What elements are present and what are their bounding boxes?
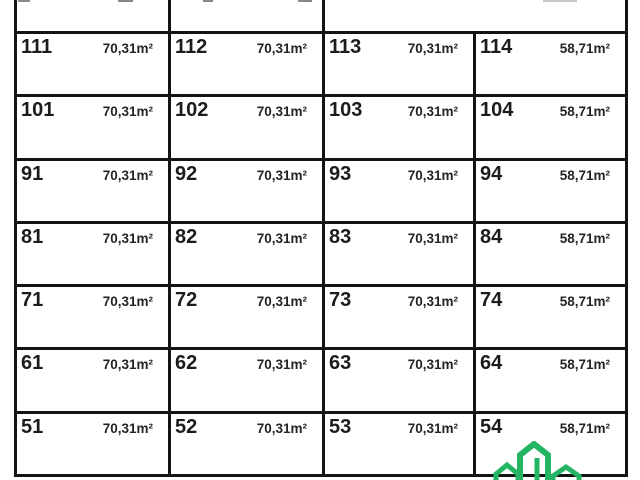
- unit-number: 74: [480, 289, 503, 312]
- unit-area: 58,71m²: [559, 104, 610, 120]
- unit-number: 81: [21, 225, 44, 248]
- unit-area: 70,31m²: [407, 167, 458, 183]
- unit-number: 63: [329, 352, 352, 375]
- unit-number: 111: [21, 36, 53, 58]
- unit-area: 70,31m²: [102, 230, 153, 246]
- text-remnant: [543, 0, 577, 2]
- unit-number: 73: [329, 289, 352, 312]
- unit-number: 92: [175, 162, 198, 185]
- unit-area: 70,31m²: [407, 104, 458, 120]
- unit-cell: 63 70,31m²: [325, 350, 473, 411]
- text-remnant: [203, 0, 213, 2]
- unit-number: 93: [329, 162, 352, 185]
- unit-area: 70,31m²: [102, 104, 153, 120]
- unit-number: 104: [480, 99, 514, 122]
- unit-number: 113: [329, 36, 362, 58]
- unit-cell: 84 58,71m²: [476, 223, 625, 285]
- unit-area: 70,31m²: [407, 357, 458, 373]
- text-remnant: [118, 0, 133, 2]
- unit-number: 84: [480, 225, 503, 248]
- unit-area: 70,31m²: [256, 294, 307, 310]
- unit-number: 71: [21, 289, 44, 312]
- unit-area: 70,31m²: [102, 41, 153, 56]
- unit-number: 61: [21, 352, 44, 375]
- unit-number: 51: [21, 415, 44, 438]
- unit-cell: 113 70,31m²: [325, 34, 473, 95]
- unit-cell: 51 70,31m²: [17, 413, 168, 474]
- unit-area: 70,31m²: [407, 230, 458, 246]
- unit-area: 70,31m²: [256, 230, 307, 246]
- unit-number: 101: [21, 99, 55, 122]
- unit-number: 91: [21, 162, 44, 185]
- unit-number: 114: [480, 36, 513, 58]
- unit-area: 70,31m²: [102, 294, 153, 310]
- unit-number: 62: [175, 352, 198, 375]
- unit-cell: 114 58,71m²: [476, 34, 625, 95]
- unit-number: 72: [175, 289, 198, 312]
- unit-cell: 83 70,31m²: [325, 223, 473, 285]
- unit-cell: 103 70,31m²: [325, 97, 473, 158]
- unit-area: 70,31m²: [256, 41, 307, 56]
- unit-cell: 101 70,31m²: [17, 97, 168, 158]
- unit-area: 70,31m²: [256, 104, 307, 120]
- unit-number: 83: [329, 225, 352, 248]
- unit-number: 52: [175, 415, 198, 438]
- unit-area: 58,71m²: [559, 230, 610, 246]
- text-remnant: [298, 0, 312, 2]
- unit-area: 70,31m²: [407, 41, 458, 56]
- unit-cell: 61 70,31m²: [17, 350, 168, 411]
- unit-cell: 64 58,71m²: [476, 350, 625, 411]
- unit-number: 94: [480, 162, 503, 185]
- unit-area: 70,31m²: [102, 357, 153, 373]
- unit-cell: 104 58,71m²: [476, 97, 625, 158]
- unit-number: 103: [329, 99, 363, 122]
- unit-cell: 82 70,31m²: [171, 223, 322, 285]
- unit-area: 70,31m²: [407, 420, 458, 436]
- unit-cell: 93 70,31m²: [325, 160, 473, 221]
- text-remnant: [18, 0, 30, 2]
- unit-number: 54: [480, 415, 503, 438]
- green-houses-logo: [493, 441, 582, 480]
- partial-cell: [17, 0, 168, 31]
- unit-number: 64: [480, 352, 503, 375]
- unit-number: 82: [175, 225, 198, 248]
- unit-cell: 73 70,31m²: [325, 287, 473, 348]
- unit-number: 112: [175, 36, 208, 58]
- unit-area: 70,31m²: [256, 357, 307, 373]
- unit-number: 53: [329, 415, 352, 438]
- unit-area: 58,71m²: [559, 420, 610, 436]
- unit-area: 58,71m²: [559, 357, 610, 373]
- unit-area: 58,71m²: [559, 41, 610, 56]
- unit-cell: 53 70,31m²: [325, 413, 473, 474]
- unit-area: 70,31m²: [102, 167, 153, 183]
- unit-area: 58,71m²: [559, 167, 610, 183]
- unit-cell: 72 70,31m²: [171, 287, 322, 348]
- partial-cell-wide: [325, 0, 625, 31]
- unit-area: 58,71m²: [559, 294, 610, 310]
- unit-area: 70,31m²: [407, 294, 458, 310]
- unit-cell: 81 70,31m²: [17, 223, 168, 285]
- unit-cell: 91 70,31m²: [17, 160, 168, 221]
- unit-area: 70,31m²: [256, 420, 307, 436]
- unit-cell: 102 70,31m²: [171, 97, 322, 158]
- unit-number: 102: [175, 99, 209, 122]
- unit-cell: 112 70,31m²: [171, 34, 322, 95]
- unit-cell: 111 70,31m²: [17, 34, 168, 95]
- unit-area: 70,31m²: [102, 420, 153, 436]
- unit-area: 70,31m²: [256, 167, 307, 183]
- units-table: 111 70,31m² 112 70,31m² 113 70,31m² 114 …: [14, 0, 628, 477]
- partial-cell: [171, 0, 322, 31]
- unit-cell: 52 70,31m²: [171, 413, 322, 474]
- unit-cell: 71 70,31m²: [17, 287, 168, 348]
- unit-cell: 74 58,71m²: [476, 287, 625, 348]
- unit-cell: 92 70,31m²: [171, 160, 322, 221]
- unit-cell: 62 70,31m²: [171, 350, 322, 411]
- unit-cell: 94 58,71m²: [476, 160, 625, 221]
